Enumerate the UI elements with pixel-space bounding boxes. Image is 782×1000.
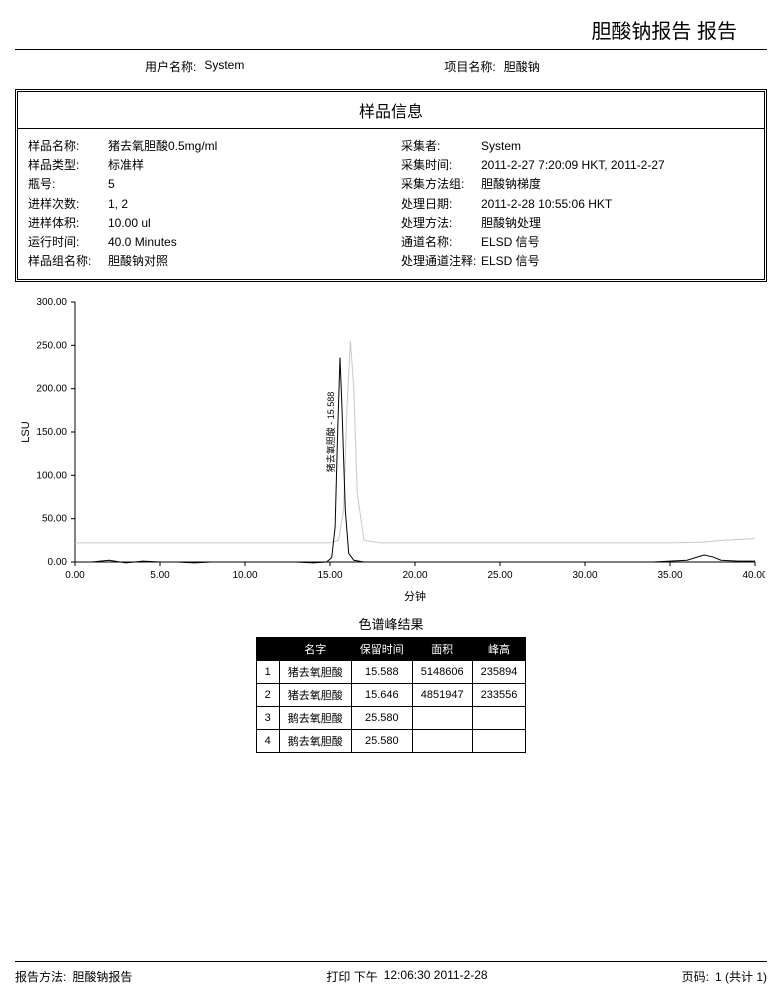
footer-print-value: 12:06:30 2011-2-28 xyxy=(384,968,488,985)
footer-method-value: 胆酸钠报告 xyxy=(72,968,132,985)
svg-text:15.00: 15.00 xyxy=(317,570,342,581)
svg-text:50.00: 50.00 xyxy=(42,514,67,525)
svg-text:25.00: 25.00 xyxy=(487,570,512,581)
table-row: 1猪去氧胆酸15.5885148606235894 xyxy=(256,661,526,684)
group-k: 样品组名称: xyxy=(28,252,108,271)
svg-text:0.00: 0.00 xyxy=(48,557,68,568)
peak-col-header: 峰高 xyxy=(472,638,526,661)
inj-count-k: 进样次数: xyxy=(28,195,108,214)
vial-v: 5 xyxy=(108,175,381,194)
vial-k: 瓶号: xyxy=(28,175,108,194)
user-label: 用户名称: xyxy=(145,58,196,75)
peak-col-header: 保留时间 xyxy=(351,638,412,661)
peak-col-header: 名字 xyxy=(279,638,351,661)
proc-date-v: 2011-2-28 10:55:06 HKT xyxy=(481,195,754,214)
svg-text:分钟: 分钟 xyxy=(404,589,426,602)
sample-info-box: 样品信息 样品名称:猪去氧胆酸0.5mg/ml 样品类型:标准样 瓶号:5 进样… xyxy=(15,89,767,282)
svg-text:250.00: 250.00 xyxy=(36,341,67,352)
inj-vol-v: 10.00 ul xyxy=(108,214,381,233)
collector-v: System xyxy=(481,137,754,156)
svg-text:100.00: 100.00 xyxy=(36,471,67,482)
sample-info-title: 样品信息 xyxy=(18,92,764,129)
header-row: 用户名称: System 项目名称: 胆酸钠 xyxy=(15,52,767,81)
svg-text:5.00: 5.00 xyxy=(150,570,170,581)
svg-text:200.00: 200.00 xyxy=(36,384,67,395)
svg-text:300.00: 300.00 xyxy=(36,297,67,308)
proc-date-k: 处理日期: xyxy=(401,195,481,214)
sample-name-v: 猪去氧胆酸0.5mg/ml xyxy=(108,137,381,156)
channel-v: ELSD 信号 xyxy=(481,233,754,252)
svg-text:30.00: 30.00 xyxy=(572,570,597,581)
peak-col-header: 面积 xyxy=(412,638,472,661)
svg-text:10.00: 10.00 xyxy=(232,570,257,581)
table-row: 3鹅去氧胆酸25.580 xyxy=(256,707,526,730)
table-row: 2猪去氧胆酸15.6464851947233556 xyxy=(256,684,526,707)
sample-name-k: 样品名称: xyxy=(28,137,108,156)
svg-text:35.00: 35.00 xyxy=(657,570,682,581)
group-v: 胆酸钠对照 xyxy=(108,252,381,271)
collect-method-k: 采集方法组: xyxy=(401,175,481,194)
inj-count-v: 1, 2 xyxy=(108,195,381,214)
svg-text:0.00: 0.00 xyxy=(65,570,85,581)
channel-note-k: 处理通道注释: xyxy=(401,252,481,271)
proc-method-k: 处理方法: xyxy=(401,214,481,233)
footer-print-label: 打印 下午 xyxy=(326,968,377,985)
proc-method-v: 胆酸钠处理 xyxy=(481,214,754,233)
project-value: 胆酸钠 xyxy=(504,58,540,75)
svg-text:LSU: LSU xyxy=(20,422,32,443)
footer-method-label: 报告方法: xyxy=(15,968,66,985)
info-right-col: 采集者:System 采集时间:2011-2-27 7:20:09 HKT, 2… xyxy=(401,137,754,271)
inj-vol-k: 进样体积: xyxy=(28,214,108,233)
channel-k: 通道名称: xyxy=(401,233,481,252)
sample-type-v: 标准样 xyxy=(108,156,381,175)
svg-text:150.00: 150.00 xyxy=(36,427,67,438)
peak-table-caption: 色谱峰结果 xyxy=(15,614,767,633)
run-time-k: 运行时间: xyxy=(28,233,108,252)
page-title: 胆酸钠报告 报告 xyxy=(15,0,767,50)
collect-method-v: 胆酸钠梯度 xyxy=(481,175,754,194)
svg-text:40.00: 40.00 xyxy=(742,570,765,581)
chromatogram-chart: 0.00 50.00 100.00 150.00 200.00 250.00 300.00 0… xyxy=(15,292,767,602)
footer-page-label: 页码: xyxy=(682,968,709,985)
svg-text:20.00: 20.00 xyxy=(402,570,427,581)
run-time-v: 40.0 Minutes xyxy=(108,233,381,252)
user-value: System xyxy=(204,58,244,75)
sample-type-k: 样品类型: xyxy=(28,156,108,175)
channel-note-v: ELSD 信号 xyxy=(481,252,754,271)
table-row: 4鹅去氧胆酸25.580 xyxy=(256,730,526,753)
collector-k: 采集者: xyxy=(401,137,481,156)
peak-results-table: 名字保留时间面积峰高1猪去氧胆酸15.58851486062358942猪去氧胆… xyxy=(256,637,527,753)
svg-text:猪去氧胆酸 - 15.588: 猪去氧胆酸 - 15.588 xyxy=(325,392,336,473)
collect-time-k: 采集时间: xyxy=(401,156,481,175)
collect-time-v: 2011-2-27 7:20:09 HKT, 2011-2-27 xyxy=(481,156,754,175)
info-left-col: 样品名称:猪去氧胆酸0.5mg/ml 样品类型:标准样 瓶号:5 进样次数:1,… xyxy=(28,137,381,271)
footer-page-value: 1 (共计 1) xyxy=(715,968,767,985)
project-label: 项目名称: xyxy=(444,58,495,75)
footer-row: 报告方法: 胆酸钠报告 打印 下午 12:06:30 2011-2-28 页码:… xyxy=(15,961,767,985)
